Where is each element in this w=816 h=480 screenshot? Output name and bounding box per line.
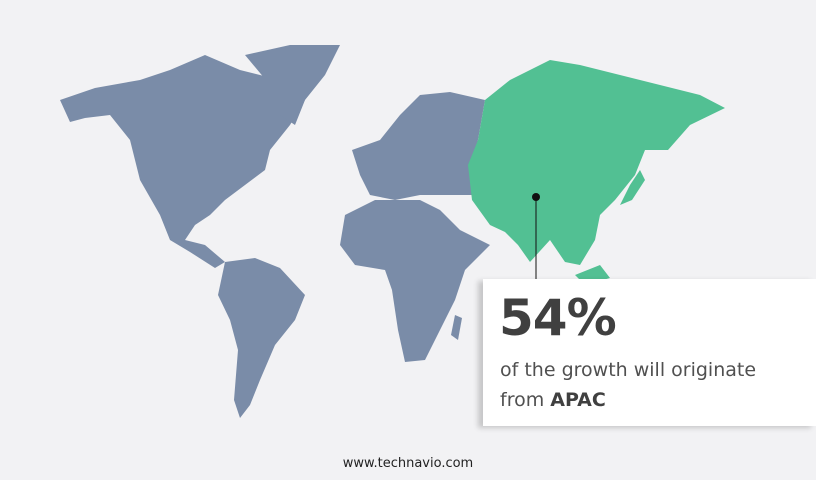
stat-prefix: from [500, 389, 545, 411]
stat-description: of the growth will originate from APAC [500, 355, 756, 415]
europe [352, 92, 485, 200]
apac-region [468, 60, 725, 265]
footer-url: www.technavio.com [342, 456, 474, 471]
stat-region: APAC [550, 389, 606, 411]
pointer-dot [532, 193, 540, 201]
japan [620, 170, 645, 205]
stat-card: 54% of the growth will originate from AP… [483, 279, 816, 426]
greenland [245, 45, 340, 125]
south-america [218, 258, 305, 418]
stat-text: of the growth will originate [500, 359, 757, 381]
stat-value: 54% [499, 289, 617, 347]
madagascar [451, 315, 462, 340]
africa [340, 200, 490, 362]
north-america [60, 55, 305, 268]
